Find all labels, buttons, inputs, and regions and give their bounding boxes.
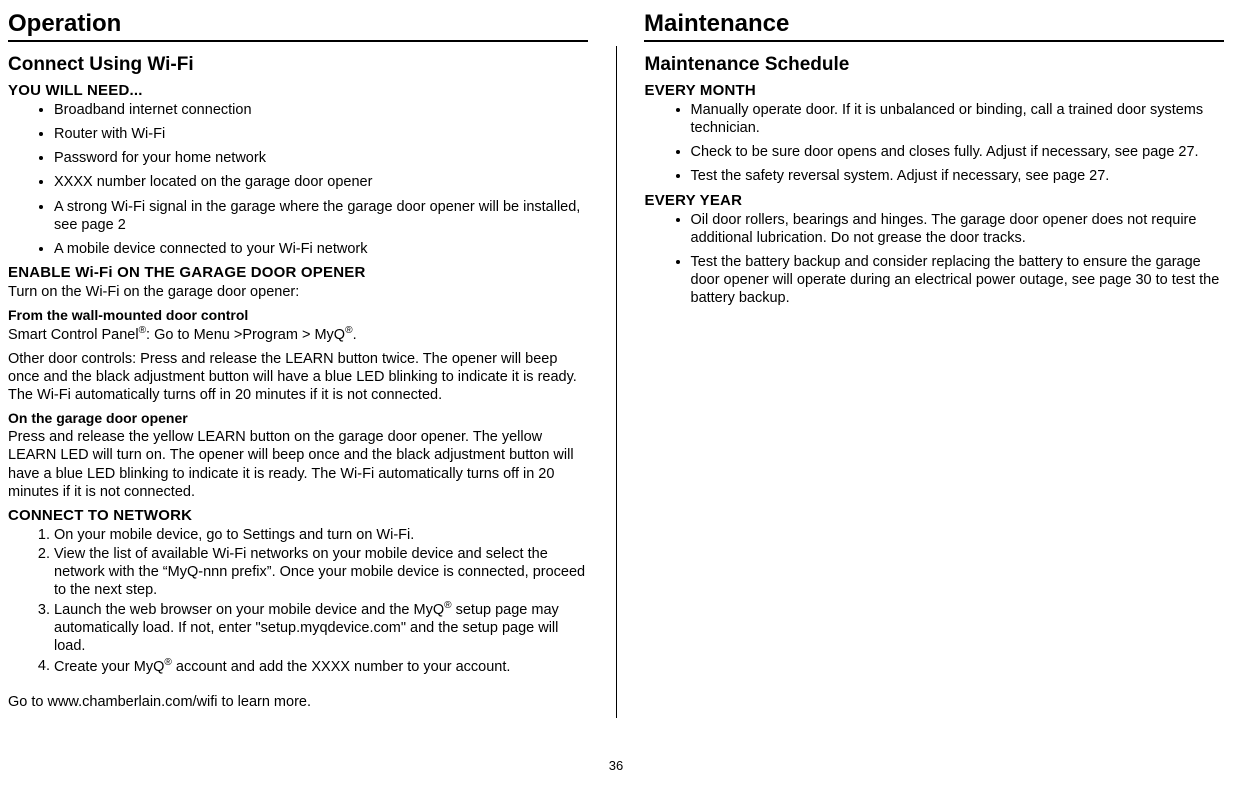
left-column: Connect Using Wi-Fi YOU WILL NEED... Bro… [8, 46, 617, 718]
list-item: Broadband internet connection [54, 101, 588, 119]
list-item: A mobile device connected to your Wi-Fi … [54, 240, 588, 258]
wall-control-p1: Smart Control Panel®: Go to Menu >Progra… [8, 325, 588, 344]
list-item: Check to be sure door opens and closes f… [691, 143, 1225, 161]
list-item: Password for your home network [54, 149, 588, 167]
operation-heading: Operation [8, 10, 588, 42]
you-will-need-list: Broadband internet connection Router wit… [8, 101, 588, 258]
list-item: Manually operate door. If it is unbalanc… [691, 101, 1225, 137]
opener-text: Press and release the yellow LEARN butto… [8, 428, 588, 501]
list-item: Create your MyQ® account and add the XXX… [54, 657, 588, 676]
every-month-list: Manually operate door. If it is unbalanc… [645, 101, 1225, 186]
opener-heading: On the garage door opener [8, 410, 588, 426]
list-item: Test the battery backup and consider rep… [691, 253, 1225, 307]
enable-wifi-heading: ENABLE Wi-Fi ON THE GARAGE DOOR OPENER [8, 264, 588, 281]
connect-steps-list: On your mobile device, go to Settings an… [8, 526, 588, 676]
list-item: On your mobile device, go to Settings an… [54, 526, 588, 544]
right-column: Maintenance Schedule EVERY MONTH Manuall… [617, 46, 1225, 718]
wall-control-heading: From the wall-mounted door control [8, 307, 588, 323]
list-item: XXXX number located on the garage door o… [54, 173, 588, 191]
list-item: View the list of available Wi-Fi network… [54, 545, 588, 599]
enable-intro-text: Turn on the Wi-Fi on the garage door ope… [8, 283, 588, 301]
every-year-heading: EVERY YEAR [645, 192, 1225, 209]
list-item: Oil door rollers, bearings and hinges. T… [691, 211, 1225, 247]
page-number: 36 [8, 758, 1224, 773]
list-item: A strong Wi-Fi signal in the garage wher… [54, 198, 588, 234]
wall-control-p2: Other door controls: Press and release t… [8, 350, 588, 404]
connect-wifi-heading: Connect Using Wi-Fi [8, 54, 588, 76]
every-month-heading: EVERY MONTH [645, 82, 1225, 99]
maintenance-heading: Maintenance [644, 10, 1224, 42]
every-year-list: Oil door rollers, bearings and hinges. T… [645, 211, 1225, 308]
you-will-need-heading: YOU WILL NEED... [8, 82, 588, 99]
connect-network-heading: CONNECT TO NETWORK [8, 507, 588, 524]
list-item: Router with Wi-Fi [54, 125, 588, 143]
maintenance-schedule-heading: Maintenance Schedule [645, 54, 1225, 76]
list-item: Launch the web browser on your mobile de… [54, 600, 588, 655]
learn-more-text: Go to www.chamberlain.com/wifi to learn … [8, 693, 588, 711]
list-item: Test the safety reversal system. Adjust … [691, 167, 1225, 185]
